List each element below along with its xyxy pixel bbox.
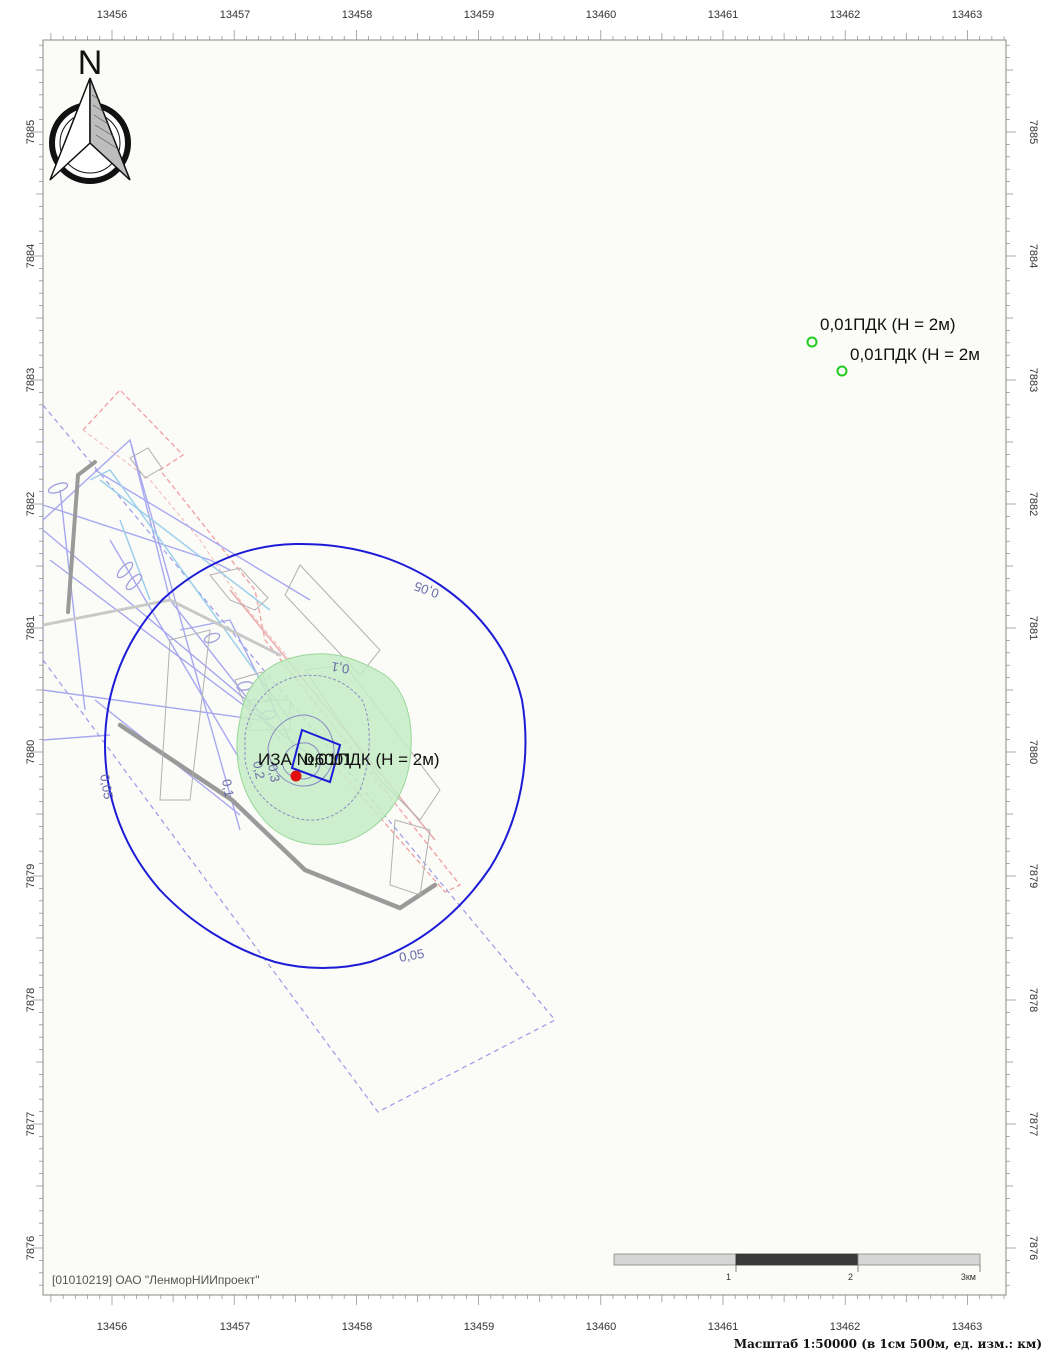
y-tick-label: 7882 bbox=[25, 492, 37, 516]
contour-label: 0,1 bbox=[330, 659, 350, 677]
y-tick-label: 7884 bbox=[25, 244, 37, 268]
north-arrow-hatch bbox=[91, 94, 119, 150]
x-tick-label: 13456 bbox=[97, 9, 128, 21]
y-axis-left: 7885 7884 7883 7882 7881 7880 7879 7878 … bbox=[25, 120, 37, 1260]
copyright-text: [01010219] ОАО "ЛенморНИИпроект" bbox=[52, 1273, 259, 1287]
source-label: ИЗА №6001 bbox=[258, 750, 353, 769]
x-tick-label: 13458 bbox=[342, 1321, 373, 1333]
x-axis-bottom: 13456 13457 13458 13459 13460 13461 1346… bbox=[97, 1321, 983, 1333]
y-tick-label: 7882 bbox=[1027, 492, 1039, 516]
y-tick-label: 7876 bbox=[1027, 1236, 1039, 1260]
industrial-site-boundary-2 bbox=[82, 429, 291, 661]
x-tick-label: 13460 bbox=[586, 9, 617, 21]
contour-label: 0,2 bbox=[250, 760, 268, 780]
map-features: 0,05 0,05 0,05 0,1 0,1 0,2 0,3 ИЗА №6001… bbox=[43, 315, 980, 1113]
y-tick-label: 7877 bbox=[25, 1112, 37, 1136]
contour-label: 0,1 bbox=[219, 778, 237, 798]
y-tick-label: 7883 bbox=[1027, 368, 1039, 392]
y-tick-label: 7877 bbox=[1027, 1112, 1039, 1136]
x-tick-label: 13463 bbox=[952, 9, 983, 21]
x-tick-label: 13459 bbox=[464, 1321, 495, 1333]
north-arrow-right bbox=[89, 77, 131, 181]
scale-bar-label: 1 bbox=[726, 1272, 731, 1282]
calc-point-1[interactable] bbox=[806, 336, 818, 348]
contour-label: 0,05 bbox=[97, 773, 116, 801]
y-tick-label: 7879 bbox=[25, 864, 37, 888]
x-tick-label: 13461 bbox=[708, 1321, 739, 1333]
x-tick-label: 13457 bbox=[220, 9, 251, 21]
contour-0-05[interactable] bbox=[103, 542, 527, 969]
emission-source-point[interactable] bbox=[290, 770, 302, 782]
y-tick-label: 7881 bbox=[1027, 616, 1039, 640]
scale-bar-segment bbox=[735, 1253, 859, 1266]
y-tick-label: 7884 bbox=[1027, 244, 1039, 268]
scale-bar-segment bbox=[613, 1253, 737, 1266]
x-tick-label: 13463 bbox=[952, 1321, 983, 1333]
x-tick-label: 13462 bbox=[830, 1321, 861, 1333]
y-tick-label: 7883 bbox=[25, 368, 37, 392]
y-tick-label: 7879 bbox=[1027, 864, 1039, 888]
contour-label: 0,3 bbox=[265, 763, 283, 783]
source-overlap-label: 0,01ПДК (H = 2м) bbox=[304, 750, 440, 769]
y-tick-label: 7881 bbox=[25, 616, 37, 640]
calc-point-2-label: 0,01ПДК (H = 2м bbox=[850, 345, 980, 364]
scale-bar: 1 2 3км bbox=[613, 1253, 981, 1282]
concentration-zone bbox=[236, 653, 412, 846]
x-tick-label: 13456 bbox=[97, 1321, 128, 1333]
scale-bar-segment bbox=[857, 1253, 981, 1266]
industrial-site-boundary bbox=[82, 389, 462, 893]
x-axis-top: 13456 13457 13458 13459 13460 13461 1346… bbox=[97, 9, 983, 21]
y-axis-right: 7885 7884 7883 7882 7881 7880 7879 7878 … bbox=[1027, 120, 1039, 1260]
scale-text: Масштаб 1:50000 (в 1см 500м, ед. изм.: к… bbox=[734, 1337, 1042, 1351]
y-tick-label: 7878 bbox=[25, 988, 37, 1012]
x-tick-label: 13457 bbox=[220, 1321, 251, 1333]
x-tick-label: 13458 bbox=[342, 9, 373, 21]
north-label: N bbox=[78, 44, 103, 82]
scale-bar-label: 3км bbox=[961, 1272, 976, 1282]
cyan-lines bbox=[89, 469, 291, 721]
y-tick-label: 7878 bbox=[1027, 988, 1039, 1012]
x-tick-label: 13462 bbox=[830, 9, 861, 21]
x-tick-label: 13459 bbox=[464, 9, 495, 21]
contour-0-2 bbox=[267, 714, 335, 787]
map-area bbox=[42, 39, 1007, 1296]
ruler-ticks bbox=[33, 30, 1016, 1305]
y-tick-label: 7885 bbox=[1027, 120, 1039, 144]
north-arrow: N bbox=[49, 44, 131, 184]
calc-point-2[interactable] bbox=[836, 365, 848, 377]
calc-point-1-label: 0,01ПДК (H = 2м) bbox=[820, 315, 956, 334]
gray-roads bbox=[43, 460, 438, 911]
emission-source-area[interactable] bbox=[290, 728, 342, 784]
y-tick-label: 7885 bbox=[25, 120, 37, 144]
scale-bar-label: 2 bbox=[848, 1272, 853, 1282]
contour-label: 0,05 bbox=[398, 946, 426, 965]
y-tick-label: 7880 bbox=[25, 740, 37, 764]
x-tick-label: 13460 bbox=[586, 1321, 617, 1333]
y-tick-label: 7880 bbox=[1027, 740, 1039, 764]
x-tick-label: 13461 bbox=[708, 9, 739, 21]
y-tick-label: 7876 bbox=[25, 1236, 37, 1260]
